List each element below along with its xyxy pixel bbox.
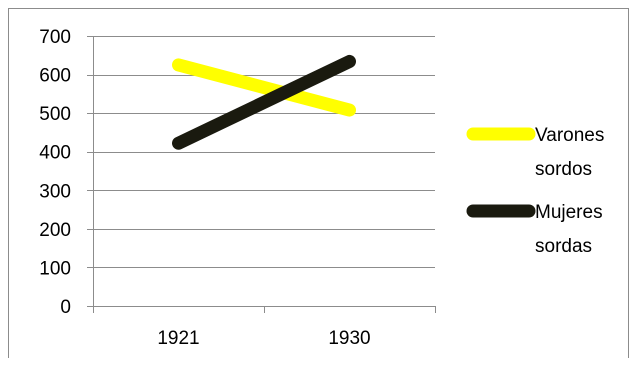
legend-label-1-line-0: Mujeres [535, 202, 603, 223]
legend-label-1-line-1: sordas [535, 236, 592, 257]
series-line-1 [172, 54, 356, 150]
y-tick-label-500: 500 [39, 104, 71, 125]
legend-label-0-line-0: Varones [535, 125, 604, 146]
y-tick-label-300: 300 [39, 181, 71, 202]
chart-frame [8, 8, 629, 358]
y-tick-label-200: 200 [39, 220, 71, 241]
x-tick-label-1921: 1921 [157, 328, 199, 349]
y-tick-label-0: 0 [60, 297, 71, 318]
y-tick-label-100: 100 [39, 258, 71, 279]
series-line-0 [172, 58, 356, 117]
y-tick-label-700: 700 [39, 27, 71, 48]
y-tick-label-400: 400 [39, 143, 71, 164]
y-tick-label-600: 600 [39, 66, 71, 87]
legend-label-0-line-1: sordos [535, 159, 592, 180]
x-tick-label-1930: 1930 [328, 328, 370, 349]
